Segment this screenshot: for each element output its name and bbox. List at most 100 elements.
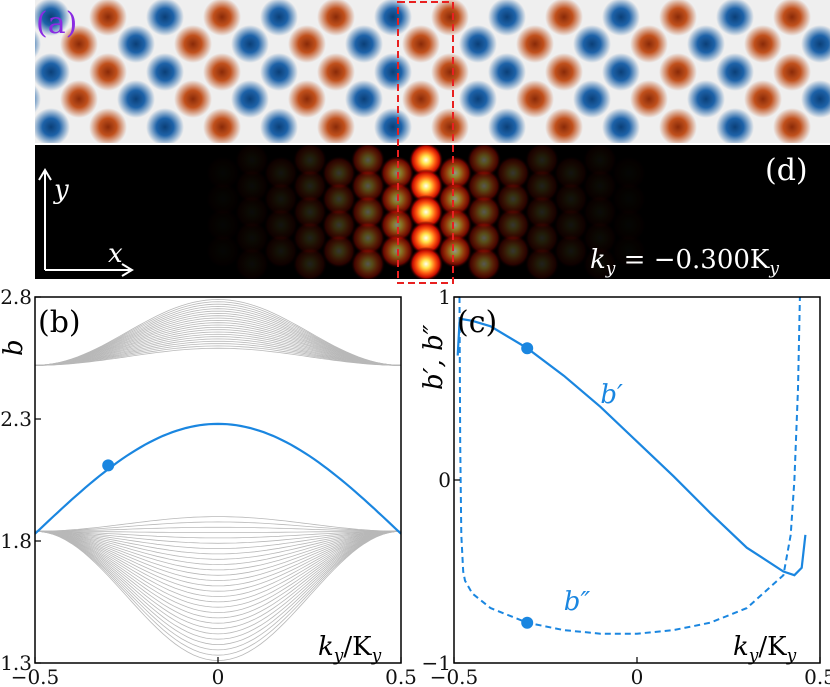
arrow-right-icon (121, 263, 134, 277)
red-lobe (0, 53, 13, 91)
upper-band-line (35, 326, 401, 366)
blue-lobe (374, 53, 412, 91)
blue-lobe (687, 80, 725, 118)
red-lobe (773, 53, 811, 91)
panel-c-label: (c) (457, 305, 497, 340)
red-lobe (174, 25, 212, 63)
lower-band-line (35, 530, 401, 592)
panel-d: (d) y x ky = −0.300Ky (35, 145, 830, 279)
intensity-lobe (467, 169, 501, 203)
upper-band-line (35, 315, 401, 366)
intensity-lobe (525, 221, 559, 255)
intensity-lobe (525, 195, 559, 229)
red-lobe (545, 108, 583, 143)
intensity-lobe (264, 182, 298, 216)
upper-band-line (35, 301, 401, 366)
intensity-lobe (235, 195, 269, 229)
lower-band-line (35, 530, 401, 555)
red-lobe (773, 108, 811, 143)
bulk-bands (35, 298, 401, 662)
red-lobe (203, 53, 241, 91)
blue-lobe (260, 0, 298, 36)
panel-b: 1.3 1.8 2.3 2.8 −0.5 0 0.5 (b) b ky/Ky (0, 285, 417, 687)
x-ticks-b: −0.5 0 0.5 (11, 657, 417, 687)
blue-lobe (117, 80, 155, 118)
intensity-lobe (438, 182, 472, 216)
lower-band-line (35, 530, 401, 619)
intensity-lobe (380, 208, 414, 242)
blue-lobe (573, 25, 611, 63)
intensity-lobe (235, 145, 269, 177)
red-lobe (516, 25, 554, 63)
blue-lobe (35, 0, 70, 36)
red-lobe (516, 80, 554, 118)
blue-lobe (260, 53, 298, 91)
blue-lobe (117, 25, 155, 63)
intensity-lobe (467, 195, 501, 229)
blue-lobe (602, 53, 640, 91)
x-axis-label-b: ky/Ky (318, 632, 382, 666)
red-lobe (317, 108, 355, 143)
red-lobe (773, 0, 811, 36)
axes-arrows: y x (38, 168, 134, 277)
ky-value-label: ky = −0.300Ky (590, 245, 779, 279)
intensity-lobe (351, 195, 385, 229)
intensity-lobe (293, 195, 327, 229)
lower-band-line (35, 530, 401, 560)
red-lobe (89, 108, 127, 143)
y-tick-label: 2.8 (0, 285, 32, 309)
intensity-lobe (467, 145, 501, 177)
blue-lobe (35, 85, 41, 113)
blue-lobe (602, 0, 640, 36)
b-double-prime-label: b″ (564, 587, 591, 617)
intensity-lobe (409, 195, 443, 229)
lower-band-line (35, 530, 401, 571)
blue-lobe (146, 0, 184, 36)
red-lobe (203, 0, 241, 36)
x-tick-label: 0 (212, 665, 225, 687)
blue-lobe (573, 80, 611, 118)
lower-band-line (35, 530, 401, 646)
panel-d-label: (d) (765, 153, 808, 188)
upper-band-line (35, 340, 401, 366)
blue-lobe (459, 80, 497, 118)
intensity-lobe (322, 208, 356, 242)
intensity-lobe (235, 169, 269, 203)
lower-band-line (35, 530, 401, 651)
y-ticks-c: −1 0 1 (422, 285, 460, 675)
lower-band-line (35, 521, 401, 532)
blue-lobe (231, 80, 269, 118)
red-lobe (0, 108, 13, 146)
b-double-prime-curve (458, 297, 801, 635)
intensity-lobe (554, 234, 588, 268)
red-lobe (431, 53, 469, 91)
y-axis-label-c: b′, b″ (419, 324, 449, 390)
intensity-lobe (409, 145, 443, 177)
b-prime-label: b′ (600, 380, 623, 410)
b-double-prime-marker (521, 616, 534, 629)
intensity-lobe (583, 247, 617, 279)
y-tick-label: 1.8 (0, 529, 32, 553)
x-tick-label: 0 (631, 665, 644, 687)
upper-band-line (35, 322, 401, 366)
intensity-lobe (438, 156, 472, 190)
intensity-lobe (525, 247, 559, 279)
intensity-lobe (583, 221, 617, 255)
lower-band-line (35, 530, 401, 539)
intensity-lobe (583, 145, 617, 177)
intensity-lobe (583, 169, 617, 203)
intensity-lobe (235, 221, 269, 255)
intensity-lobe (409, 169, 443, 203)
intensity-lobe (438, 234, 472, 268)
ky-marker (102, 459, 115, 472)
upper-band-line (35, 336, 401, 366)
upper-band-line (35, 312, 401, 366)
upper-band-line (35, 319, 401, 366)
red-lobe (545, 53, 583, 91)
upper-band-line (35, 331, 401, 366)
upper-band-line (35, 308, 401, 366)
red-lobe (174, 80, 212, 118)
upper-band-line (35, 333, 401, 366)
y-tick-label: −1 (422, 651, 451, 675)
intensity-lobe (467, 247, 501, 279)
